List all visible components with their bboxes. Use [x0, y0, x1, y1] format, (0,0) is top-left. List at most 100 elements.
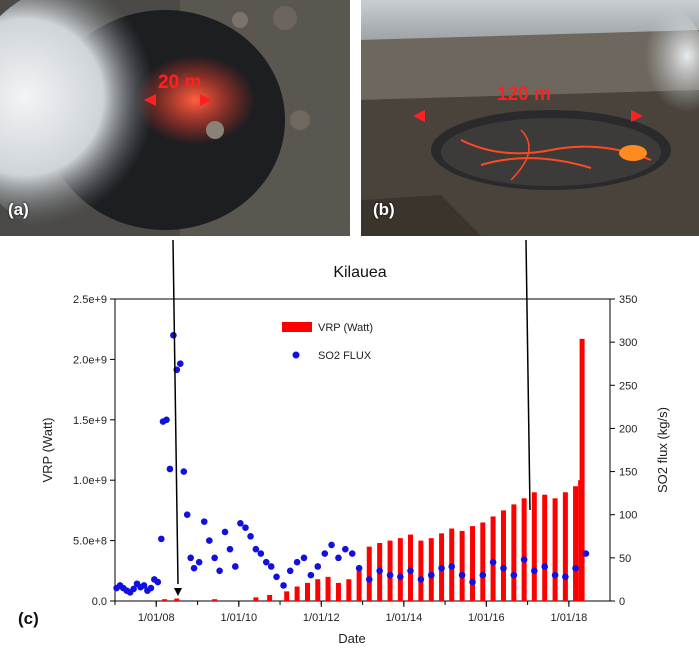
vrp-bar	[284, 591, 290, 601]
x-axis-title: Date	[338, 631, 365, 646]
so2-point	[328, 541, 335, 549]
so2-point	[321, 550, 329, 557]
vrp-bar	[428, 538, 434, 601]
vrp-bar	[459, 530, 465, 601]
pointer-line-b	[525, 240, 531, 511]
so2-point	[307, 571, 315, 579]
so2-point	[427, 571, 435, 579]
crater-photo-b	[361, 0, 699, 236]
photo-panel-a: (a) 20 m	[0, 0, 350, 236]
left-axis-ticks: 0.0 5.0e+8 1.0e+9 1.5e+9 2.0e+9 2.5e+9	[73, 294, 115, 608]
so2-point	[520, 556, 528, 563]
vrp-bar	[573, 486, 579, 601]
so2-point	[355, 564, 363, 572]
so2-point	[541, 563, 549, 570]
so2-point	[293, 558, 301, 566]
y-tick-label: 2.0e+9	[73, 354, 107, 366]
y2-tick-label: 150	[619, 467, 637, 479]
x-tick-label: 1/01/18	[551, 612, 588, 624]
vrp-bar	[387, 540, 393, 601]
vrp-bar	[366, 546, 372, 601]
legend-swatch-so2	[292, 351, 300, 359]
so2-points	[113, 331, 590, 596]
so2-point	[407, 567, 414, 575]
panel-label-b: (b)	[373, 200, 395, 219]
so2-point	[365, 576, 373, 583]
vrp-bar	[397, 538, 403, 601]
legend-swatch-vrp	[282, 322, 312, 332]
crater-photo-a	[0, 0, 350, 236]
so2-point	[170, 331, 177, 339]
so2-point	[273, 573, 280, 581]
legend: VRP (Watt) SO2 FLUX	[282, 322, 373, 362]
so2-point	[252, 545, 260, 553]
vrp-bar	[346, 579, 352, 601]
so2-point	[176, 360, 184, 368]
so2-point	[140, 582, 148, 589]
vrp-bar	[294, 586, 300, 601]
vrp-bar	[511, 504, 517, 601]
vrp-bar	[562, 492, 568, 601]
so2-point	[190, 564, 198, 572]
so2-point	[500, 564, 507, 572]
so2-point	[551, 571, 559, 579]
so2-point	[531, 567, 538, 575]
legend-label-so2: SO2 FLUX	[318, 350, 372, 362]
vrp-bar	[579, 338, 585, 601]
vrp-bar	[480, 522, 486, 601]
y-tick-label: 5.0e+8	[73, 536, 107, 548]
vrp-bar	[315, 579, 321, 601]
panel-label-a: (a)	[8, 200, 29, 219]
so2-point	[262, 558, 270, 566]
so2-point	[247, 532, 254, 540]
so2-point	[376, 567, 383, 575]
so2-point	[572, 564, 579, 572]
vrp-bar	[418, 540, 424, 601]
so2-point	[200, 518, 208, 525]
kilauea-chart: Kilauea 0.0 5.0e+8 1.0e+9 1.5e+9 2.0e+9 2.5e+…	[18, 240, 670, 646]
scale-markers-b	[413, 110, 643, 122]
so2-point	[438, 564, 445, 572]
vrp-bar	[490, 516, 496, 601]
y-tick-label: 0.0	[92, 596, 107, 608]
so2-point	[448, 563, 456, 570]
panel-label-c: (c)	[18, 609, 39, 628]
so2-point	[280, 582, 287, 589]
so2-point	[582, 550, 590, 557]
legend-label-vrp: VRP (Watt)	[318, 322, 373, 334]
so2-point	[257, 550, 265, 557]
scale-label-a: 20 m	[158, 72, 202, 93]
so2-point	[166, 465, 174, 473]
vrp-bar	[356, 570, 362, 601]
vrp-bar	[174, 598, 180, 601]
vrp-bar	[531, 492, 537, 601]
so2-point	[417, 576, 425, 583]
vrp-bar	[304, 582, 310, 601]
x-tick-label: 1/01/16	[468, 612, 505, 624]
so2-point	[489, 558, 497, 566]
photo-panel-b: (b) 120 m	[361, 0, 699, 236]
chart-title: Kilauea	[333, 264, 386, 281]
so2-point	[130, 585, 137, 593]
y2-tick-label: 50	[619, 553, 631, 565]
so2-point	[300, 554, 308, 562]
vrp-bar	[253, 597, 259, 601]
so2-point	[386, 571, 394, 579]
y2-tick-label: 350	[619, 294, 637, 306]
so2-point	[221, 528, 229, 536]
so2-point	[510, 571, 518, 579]
so2-point	[147, 584, 155, 592]
x-tick-label: 1/01/14	[385, 612, 422, 624]
scale-markers-a	[144, 94, 212, 106]
vrp-bar	[212, 599, 218, 601]
y2-tick-label: 300	[619, 337, 637, 349]
so2-point	[479, 571, 487, 579]
vrp-bar	[267, 594, 273, 601]
x-axis-ticks: 1/01/08 1/01/10 1/01/12 1/01/14 1/01/16 1/01/…	[114, 601, 588, 624]
so2-point	[348, 550, 356, 557]
so2-point	[206, 537, 213, 544]
y-tick-label: 1.0e+9	[73, 475, 107, 487]
vrp-bar	[542, 494, 548, 601]
vrp-bar	[335, 582, 341, 601]
so2-point	[242, 524, 249, 531]
